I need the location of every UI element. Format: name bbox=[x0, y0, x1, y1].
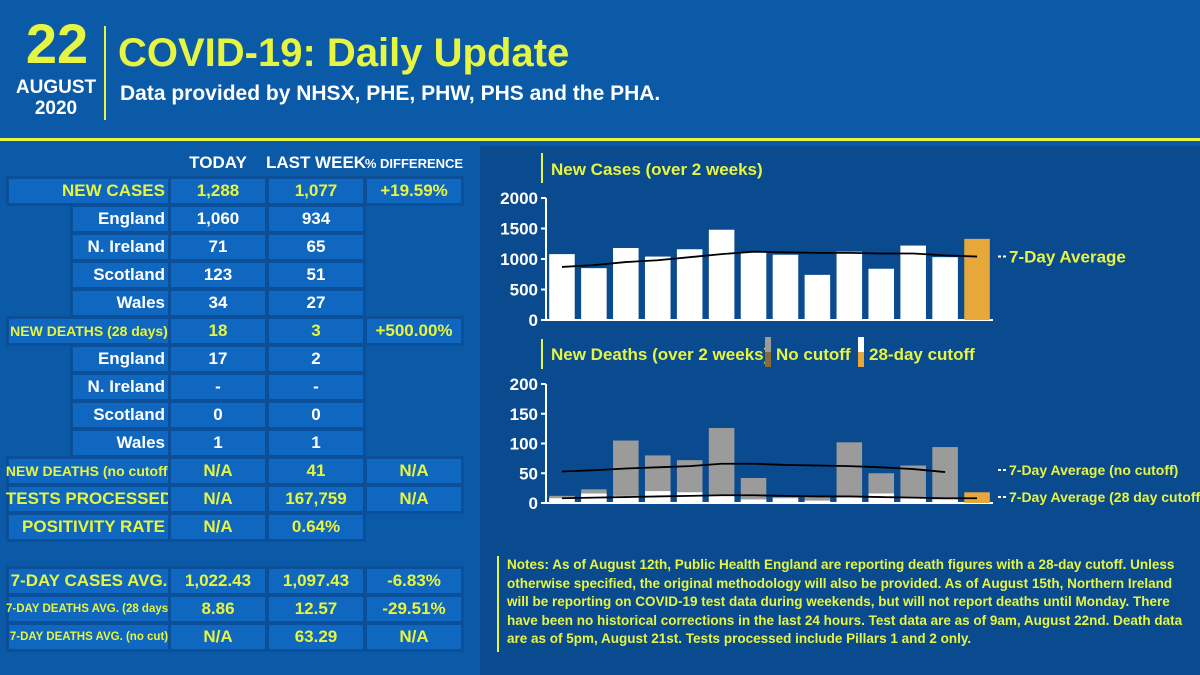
cases-bar bbox=[900, 245, 926, 320]
deaths-bar-28-day bbox=[772, 498, 799, 503]
notes-text: Notes: As of August 12th, Public Health … bbox=[507, 557, 1183, 646]
7day-deaths-no-cut-last-week: 63.29 bbox=[266, 622, 366, 652]
7day-cases-diff: -6.83% bbox=[364, 566, 464, 596]
deaths-chart: 0 50 100 150 200 7-Day Average (no cutoff) 7-D… bbox=[510, 375, 1200, 513]
deaths-bar-28-day bbox=[804, 500, 831, 503]
new-cases-diff: +19.59% bbox=[364, 176, 464, 206]
date-year: 2020 bbox=[34, 98, 78, 119]
date-month: AUGUST bbox=[15, 77, 97, 98]
cases-y-tick-label: 500 bbox=[510, 281, 538, 300]
wales-cases-last-week: 27 bbox=[266, 288, 366, 318]
charts-panel bbox=[480, 146, 1200, 675]
date-day: 22 bbox=[25, 12, 89, 75]
deaths-bar-28-day bbox=[836, 495, 863, 503]
deaths-bar-no-cutoff bbox=[708, 428, 735, 503]
deaths-bar-28-day bbox=[708, 494, 735, 503]
col-header-difference: % DIFFERENCE bbox=[364, 155, 464, 171]
deaths-bar-no-cutoff bbox=[804, 495, 831, 503]
scotland-cases-last-week: 51 bbox=[266, 260, 366, 290]
deaths-bar-28-day bbox=[549, 498, 575, 503]
cases-y-tick-label: 1500 bbox=[500, 220, 538, 239]
cases-bar bbox=[613, 248, 639, 320]
legend-no-cutoff-swatch-bottom bbox=[765, 352, 771, 367]
header-rule bbox=[0, 138, 1200, 141]
notes-marker bbox=[497, 556, 499, 652]
positivity-rate-last-week: 0.64% bbox=[266, 512, 366, 542]
deaths-avg-no-cutoff-line bbox=[561, 462, 946, 473]
cases-y-tick-label: 1000 bbox=[500, 250, 538, 269]
deaths-bar-28-day bbox=[676, 492, 703, 503]
cases-bar bbox=[581, 268, 607, 320]
deaths-y-tick-label: 50 bbox=[519, 464, 538, 483]
deaths-y-tick-label: 0 bbox=[529, 494, 538, 513]
scotland-deaths-today: 0 bbox=[168, 400, 268, 430]
cases-avg-label: 7-Day Average bbox=[1009, 248, 1126, 267]
cases-bar bbox=[676, 249, 703, 320]
cases-avg-line bbox=[561, 250, 978, 268]
deaths-title-marker bbox=[541, 339, 543, 369]
deaths-y-tick-label: 150 bbox=[510, 405, 538, 424]
cases-bar bbox=[868, 268, 895, 320]
col-header-today: TODAY bbox=[189, 153, 247, 172]
new-deaths-28-diff: +500.00% bbox=[364, 316, 464, 346]
header-divider bbox=[104, 26, 106, 120]
row-label-7day-deaths-no-cut: 7-DAY DEATHS AVG. (no cut) bbox=[6, 622, 172, 652]
deaths-bar-28-day bbox=[932, 499, 958, 503]
deaths-y-tick-label: 100 bbox=[510, 435, 538, 454]
7day-deaths-no-cut-diff: N/A bbox=[364, 622, 464, 652]
deaths-bar-no-cutoff bbox=[932, 447, 958, 503]
row-label-new-deaths-28: NEW DEATHS (28 days) bbox=[6, 316, 172, 346]
cases-bar bbox=[740, 252, 767, 320]
deaths-bar-no-cutoff bbox=[836, 442, 863, 503]
row-label-n-ireland: N. Ireland bbox=[70, 232, 172, 262]
7day-deaths-no-cut-today: N/A bbox=[168, 622, 268, 652]
positivity-rate-today: N/A bbox=[168, 512, 268, 542]
deaths-avg-28-label: 7-Day Average (28 day cutoff) bbox=[1009, 489, 1200, 505]
deaths-chart-title: New Deaths (over 2 weeks) bbox=[551, 345, 769, 364]
tests-processed-today: N/A bbox=[168, 484, 268, 514]
new-deaths-no-cutoff-today: N/A bbox=[168, 456, 268, 486]
cases-bar bbox=[549, 254, 575, 320]
legend-28-swatch-bottom bbox=[858, 352, 864, 367]
deaths-avg-28-line bbox=[561, 494, 978, 500]
row-label-n-ireland-deaths: N. Ireland bbox=[70, 372, 172, 402]
cases-bar bbox=[804, 274, 831, 320]
deaths-y-tick-label: 200 bbox=[510, 375, 538, 394]
deaths-bar-28-day bbox=[740, 499, 767, 503]
cases-bar bbox=[644, 256, 671, 320]
cases-bar bbox=[772, 254, 799, 320]
col-header-last-week: LAST WEEK bbox=[265, 153, 367, 172]
deaths-bar-no-cutoff bbox=[740, 478, 767, 503]
cases-chart-title: New Cases (over 2 weeks) bbox=[551, 160, 763, 179]
row-label-7day-cases: 7-DAY CASES AVG. bbox=[6, 566, 172, 596]
deaths-bar-28-day bbox=[900, 497, 926, 503]
cases-bar bbox=[964, 238, 990, 320]
row-label-7day-deaths-28: 7-DAY DEATHS AVG. (28 days) bbox=[6, 594, 172, 624]
page-title: COVID-19: Daily Update bbox=[118, 31, 570, 75]
deaths-bar-28-day bbox=[868, 493, 895, 503]
deaths-avg-no-cutoff-label: 7-Day Average (no cutoff) bbox=[1009, 462, 1178, 478]
tests-processed-diff: N/A bbox=[364, 484, 464, 514]
deaths-bar-28-day bbox=[613, 495, 639, 503]
cases-bar bbox=[932, 257, 958, 320]
cases-chart: 0 500 1000 1500 2000 7-Day Average bbox=[500, 189, 1126, 330]
cases-bar bbox=[708, 229, 735, 320]
cases-title-marker bbox=[541, 153, 543, 183]
row-label-positivity-rate: POSITIVITY RATE bbox=[6, 512, 172, 542]
legend-no-cutoff-swatch-top bbox=[765, 337, 771, 352]
legend-28-label: 28-day cutoff bbox=[869, 345, 975, 364]
cases-y-tick-label: 2000 bbox=[500, 189, 538, 208]
deaths-bar-no-cutoff bbox=[613, 440, 639, 503]
legend-28-swatch-top bbox=[858, 337, 864, 352]
legend-no-cutoff-label: No cutoff bbox=[776, 345, 851, 364]
cases-y-tick-label: 0 bbox=[529, 311, 538, 330]
row-label-scotland: Scotland bbox=[70, 260, 172, 290]
page-subtitle: Data provided by NHSX, PHE, PHW, PHS and… bbox=[120, 82, 661, 105]
cases-bar bbox=[836, 251, 863, 320]
